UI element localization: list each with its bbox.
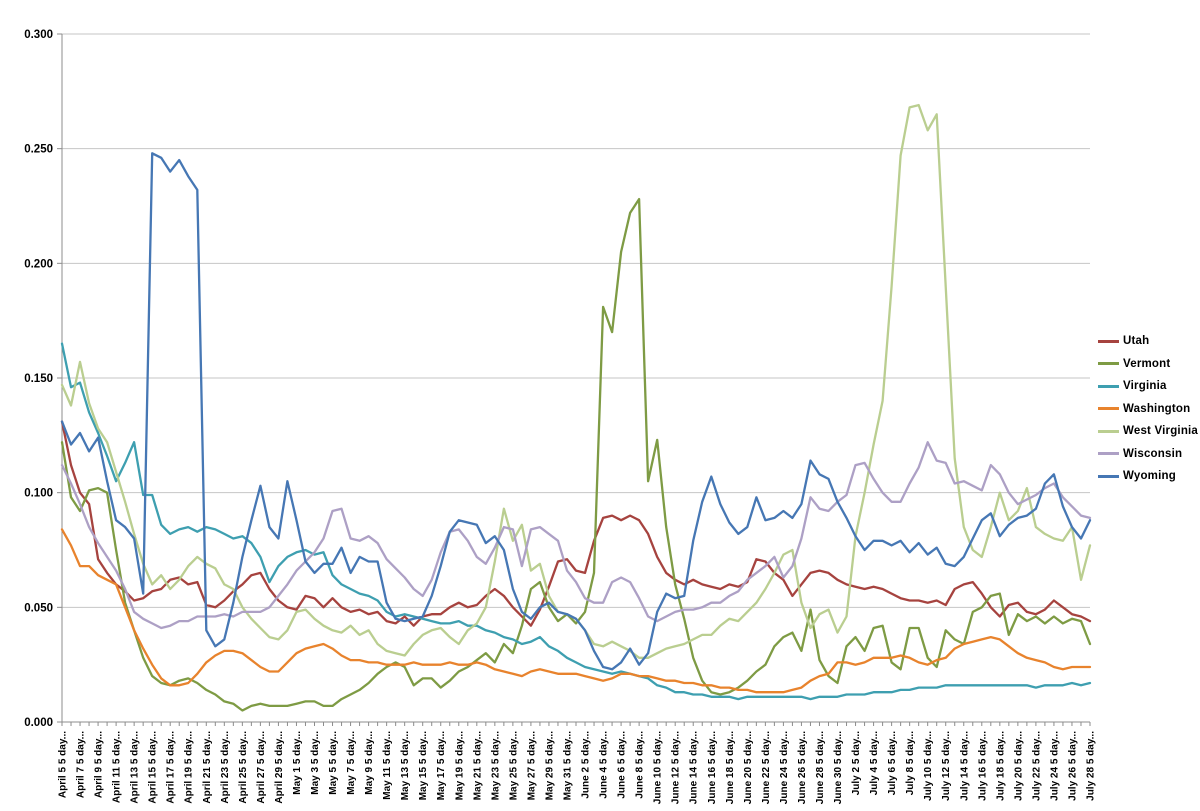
legend-item-wisconsin: Wisconsin: [1098, 443, 1198, 466]
legend-label: Wyoming: [1123, 470, 1176, 483]
legend-label: Washington: [1123, 402, 1191, 415]
x-tick-label: May 1 5 day...: [292, 731, 303, 795]
series-line-wisconsin: [60, 441, 1092, 630]
x-tick-label: July 2 5 day...: [851, 731, 862, 796]
chart-legend: Utah Vermont Virginia Washington West Virgin…: [1098, 330, 1198, 488]
x-tick-label: July 6 5 day...: [887, 731, 898, 796]
x-tick-label: May 25 5 day...: [508, 731, 519, 801]
legend-label: West Virginia: [1123, 425, 1199, 438]
x-tick-label: May 29 5 day...: [544, 731, 555, 801]
x-tick-label: July 24 5 day...: [1049, 731, 1060, 801]
series-line-wyoming: [60, 152, 1092, 671]
x-tick-label: April 15 5 day...: [148, 731, 159, 804]
x-tick-label: May 17 5 day...: [436, 731, 447, 801]
x-tick-label: July 22 5 day...: [1031, 731, 1042, 801]
x-tick-label: May 9 5 day...: [364, 731, 375, 795]
x-tick-label: June 16 5 day...: [707, 731, 718, 804]
x-tick-label: April 25 5 day...: [238, 731, 249, 804]
x-tick-label: July 12 5 day...: [941, 731, 952, 801]
x-tick-label: June 26 5 day...: [797, 731, 808, 804]
x-tick-label: July 10 5 day...: [923, 731, 934, 801]
series-line-virginia: [60, 342, 1092, 701]
x-tick-label: May 13 5 day...: [400, 731, 411, 801]
x-tick-label: June 10 5 day...: [653, 731, 664, 804]
legend-swatch-icon: [1098, 474, 1119, 478]
legend-item-west-virginia: West Virginia: [1098, 420, 1198, 443]
x-tick-label: July 26 5 day...: [1067, 731, 1078, 801]
x-tick-label: April 9 5 day...: [94, 731, 105, 798]
x-tick-label: June 6 5 day...: [617, 731, 628, 799]
x-tick-label: June 8 5 day...: [635, 731, 646, 799]
x-tick-label: June 22 5 day...: [761, 731, 772, 804]
series-line-west-virginia: [60, 103, 1092, 659]
legend-item-wyoming: Wyoming: [1098, 465, 1198, 488]
y-tick-label: 0.200: [24, 258, 53, 270]
x-tick-label: July 16 5 day...: [977, 731, 988, 801]
legend-label: Virginia: [1123, 380, 1167, 393]
legend-item-utah: Utah: [1098, 330, 1198, 353]
legend-swatch-icon: [1098, 362, 1119, 366]
x-tick-label: June 12 5 day...: [671, 731, 682, 804]
legend-swatch-icon: [1098, 407, 1119, 411]
x-tick-label: June 18 5 day...: [725, 731, 736, 804]
legend-swatch-icon: [1098, 452, 1119, 456]
y-tick-label: 0.150: [24, 373, 53, 385]
x-tick-label: April 11 5 day...: [112, 731, 123, 803]
x-tick-label: June 28 5 day...: [815, 731, 826, 804]
x-tick-label: April 29 5 day...: [274, 731, 285, 804]
x-tick-label: April 5 5 day...: [58, 731, 69, 798]
x-tick-label: May 7 5 day...: [346, 731, 357, 795]
x-tick-label: April 19 5 day...: [184, 731, 195, 804]
series-line-utah: [60, 420, 1092, 627]
legend-label: Wisconsin: [1123, 447, 1183, 460]
y-tick-label: 0.000: [24, 717, 53, 729]
x-tick-label: May 15 5 day...: [418, 731, 429, 801]
x-tick-label: April 17 5 day...: [166, 731, 177, 804]
x-tick-label: April 27 5 day...: [256, 731, 267, 804]
x-tick-label: July 18 5 day...: [995, 731, 1006, 801]
x-tick-label: July 14 5 day...: [959, 731, 970, 801]
series-line-washington: [60, 528, 1092, 694]
x-tick-label: May 21 5 day...: [472, 731, 483, 801]
y-tick-label: 0.250: [24, 144, 53, 156]
x-tick-label: July 28 5 day...: [1086, 731, 1097, 801]
legend-swatch-icon: [1098, 339, 1119, 343]
legend-item-virginia: Virginia: [1098, 375, 1198, 398]
y-tick-label: 0.300: [24, 29, 53, 41]
x-tick-label: April 21 5 day...: [202, 731, 213, 804]
x-tick-label: April 7 5 day...: [76, 731, 87, 798]
x-tick-label: May 11 5 day...: [382, 731, 393, 800]
legend-swatch-icon: [1098, 429, 1119, 433]
x-tick-label: June 14 5 day...: [689, 731, 700, 804]
x-tick-label: July 8 5 day...: [905, 731, 916, 796]
x-tick-label: June 20 5 day...: [743, 731, 754, 804]
legend-item-washington: Washington: [1098, 398, 1198, 421]
series-line-vermont: [60, 197, 1092, 712]
x-tick-label: July 4 5 day...: [869, 731, 880, 796]
x-tick-label: May 19 5 day...: [454, 731, 465, 801]
x-tick-label: May 27 5 day...: [526, 731, 537, 801]
legend-item-vermont: Vermont: [1098, 353, 1198, 376]
x-tick-label: April 13 5 day...: [130, 731, 141, 804]
y-tick-label: 0.050: [24, 602, 53, 614]
x-tick-label: June 30 5 day...: [833, 731, 844, 804]
x-tick-label: May 3 5 day...: [310, 731, 321, 795]
x-tick-label: April 23 5 day...: [220, 731, 231, 804]
legend-label: Utah: [1123, 335, 1150, 348]
x-tick-label: June 2 5 day...: [581, 731, 592, 799]
y-tick-label: 0.100: [24, 488, 53, 500]
legend-swatch-icon: [1098, 384, 1119, 388]
x-tick-label: July 20 5 day...: [1013, 731, 1024, 801]
legend-label: Vermont: [1123, 357, 1171, 370]
x-tick-label: June 4 5 day...: [599, 731, 610, 799]
x-tick-label: May 5 5 day...: [328, 731, 339, 795]
x-tick-label: May 31 5 day...: [562, 731, 573, 801]
x-tick-label: June 24 5 day...: [779, 731, 790, 804]
x-tick-label: May 23 5 day...: [490, 731, 501, 801]
